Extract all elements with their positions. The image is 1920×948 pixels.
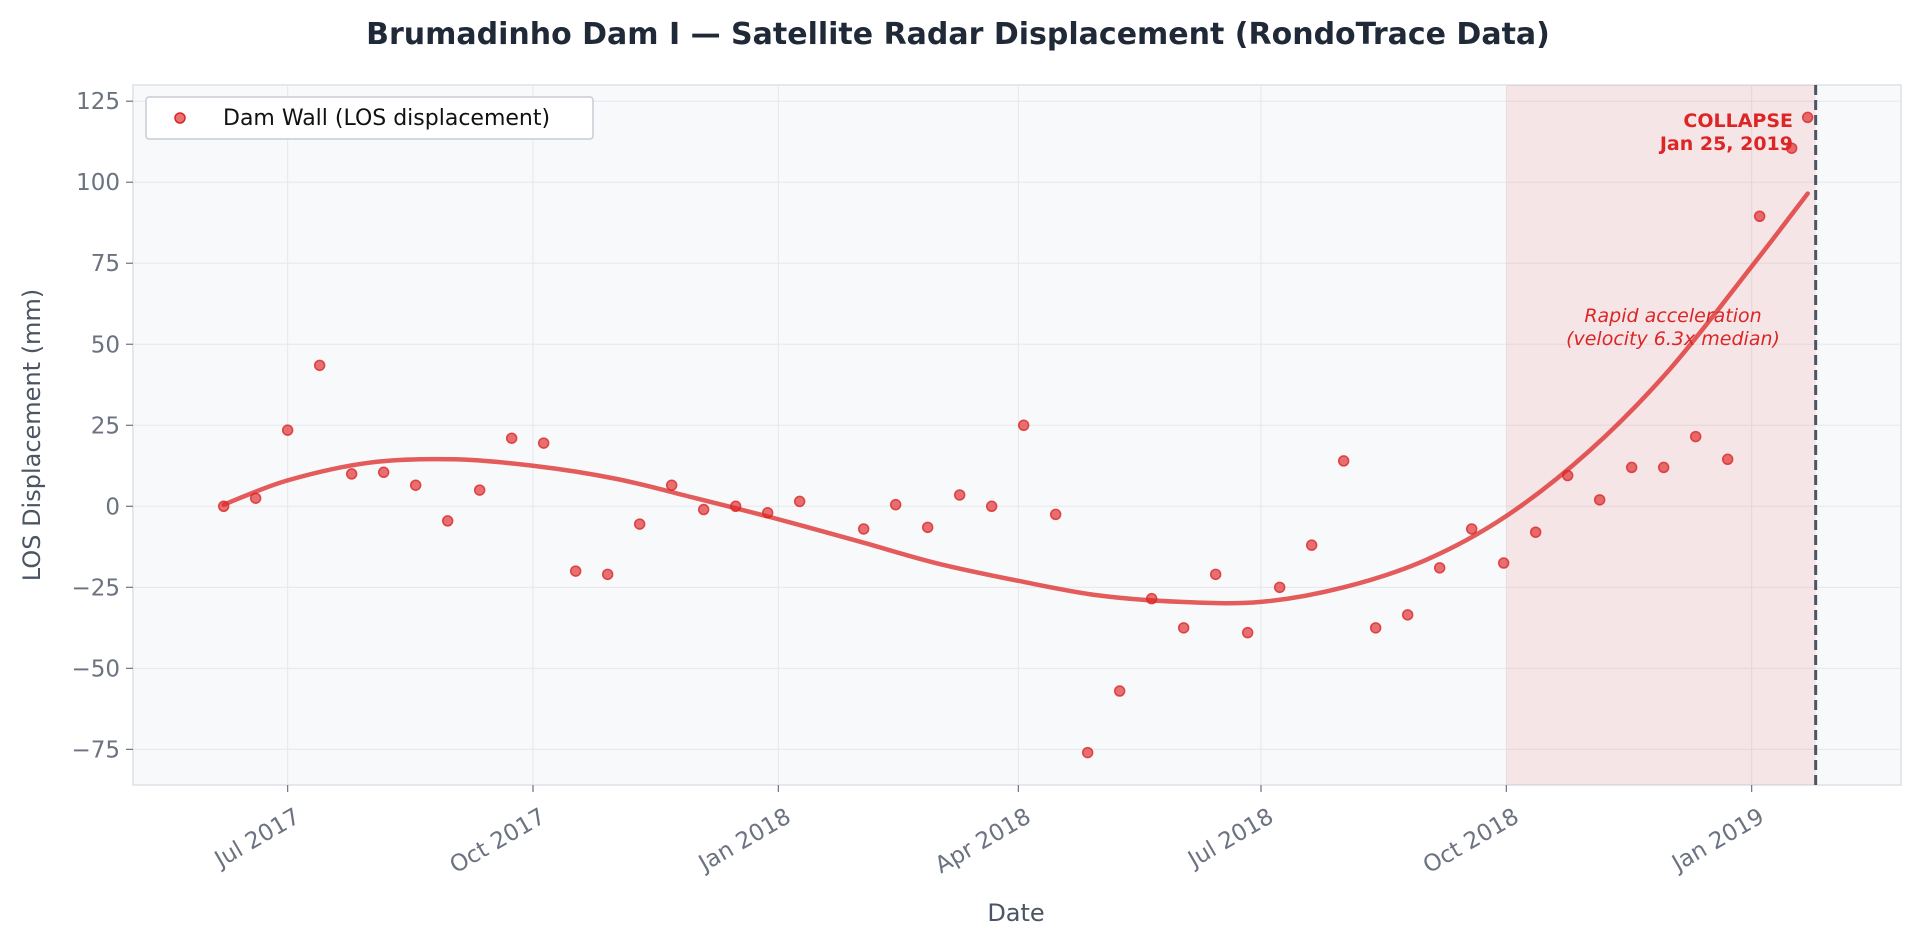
data-point — [1305, 539, 1318, 551]
legend-label: Dam Wall (LOS displacement) — [223, 106, 550, 131]
data-point — [1721, 453, 1734, 466]
data-point — [1801, 111, 1814, 124]
data-point — [1657, 461, 1670, 474]
data-point — [889, 498, 902, 511]
y-axis-ticks: 125 100 75 50 25 0 −25 −50 −75 — [71, 89, 133, 763]
y-tick-label: −50 — [71, 656, 120, 682]
trend-line — [221, 191, 1810, 606]
data-point — [633, 518, 646, 530]
data-point — [1497, 557, 1510, 569]
data-point — [1017, 419, 1030, 432]
data-point — [441, 515, 454, 527]
data-point — [217, 500, 230, 513]
y-axis-label: LOS Displacement (mm) — [18, 289, 46, 581]
acceleration-annotation: Rapid acceleration (velocity 6.3x median… — [1566, 305, 1780, 350]
data-point — [569, 565, 582, 577]
data-point — [1753, 210, 1766, 222]
data-point — [505, 432, 518, 444]
data-point — [377, 466, 390, 479]
legend-box — [145, 96, 594, 140]
data-point — [1337, 455, 1350, 467]
acceleration-region — [1506, 85, 1816, 785]
x-tick-label: Oct 2017 — [446, 804, 550, 879]
x-tick-label: Jul 2018 — [1182, 804, 1278, 874]
chart-title: Brumadinho Dam I — Satellite Radar Displ… — [366, 17, 1550, 52]
data-point — [1369, 622, 1382, 634]
data-point — [921, 521, 934, 534]
data-point — [601, 568, 614, 581]
x-tick-label: Oct 2018 — [1419, 804, 1523, 879]
data-point — [313, 359, 326, 372]
y-tick-label: 125 — [76, 89, 120, 115]
x-axis-ticks: Jul 2017 Oct 2017 Jan 2018 Apr 2018 Jul 2018… — [209, 785, 1769, 879]
data-point — [537, 437, 550, 449]
data-point — [857, 523, 870, 535]
legend-marker — [174, 112, 186, 124]
data-point — [345, 468, 358, 480]
x-axis-label: Date — [987, 899, 1044, 927]
legend: Dam Wall (LOS displacement) — [145, 96, 594, 140]
acceleration-label: Rapid acceleration — [1584, 305, 1761, 327]
collapse-date-label: Jan 25, 2019 — [1658, 133, 1793, 155]
collapse-label: COLLAPSE — [1683, 110, 1793, 132]
data-point — [1209, 568, 1222, 581]
data-point — [953, 489, 966, 501]
data-point — [729, 500, 742, 513]
data-point — [985, 500, 998, 513]
data-point — [1433, 562, 1446, 574]
data-point — [409, 479, 422, 491]
data-point — [1049, 508, 1062, 521]
collapse-annotation: COLLAPSE Jan 25, 2019 — [1658, 110, 1793, 155]
data-point — [1145, 592, 1158, 605]
x-tick-label: Apr 2018 — [931, 804, 1035, 879]
data-point — [1625, 461, 1638, 474]
y-tick-label: −25 — [71, 575, 120, 601]
data-point — [1081, 746, 1094, 759]
data-point — [1689, 430, 1702, 443]
y-tick-label: −75 — [71, 737, 120, 763]
data-point — [473, 484, 486, 496]
data-point — [1529, 526, 1542, 538]
data-point — [793, 495, 806, 508]
data-point — [1177, 622, 1190, 634]
x-tick-label: Jul 2017 — [209, 804, 305, 874]
data-point — [697, 503, 710, 516]
x-tick-label: Jan 2018 — [693, 804, 795, 878]
data-point — [1241, 626, 1254, 639]
data-point — [1401, 609, 1414, 621]
data-point — [1785, 142, 1798, 154]
y-tick-label: 75 — [91, 251, 120, 277]
acceleration-region-layer — [1506, 85, 1816, 785]
data-point — [665, 479, 678, 491]
data-point — [1465, 523, 1478, 535]
data-point — [1561, 469, 1574, 482]
data-point — [249, 492, 262, 504]
data-point — [1273, 581, 1286, 594]
x-tick-label: Jan 2019 — [1666, 804, 1768, 878]
y-tick-label: 0 — [105, 494, 120, 520]
data-point — [1593, 494, 1606, 506]
velocity-label: (velocity 6.3x median) — [1566, 328, 1780, 350]
data-point — [281, 424, 294, 436]
y-tick-label: 100 — [76, 170, 120, 196]
data-point — [761, 507, 774, 519]
trend-layer — [221, 191, 1810, 606]
y-tick-label: 50 — [91, 332, 120, 358]
data-point — [1113, 685, 1126, 697]
scatter-points — [217, 111, 1814, 759]
y-tick-label: 25 — [91, 413, 120, 439]
